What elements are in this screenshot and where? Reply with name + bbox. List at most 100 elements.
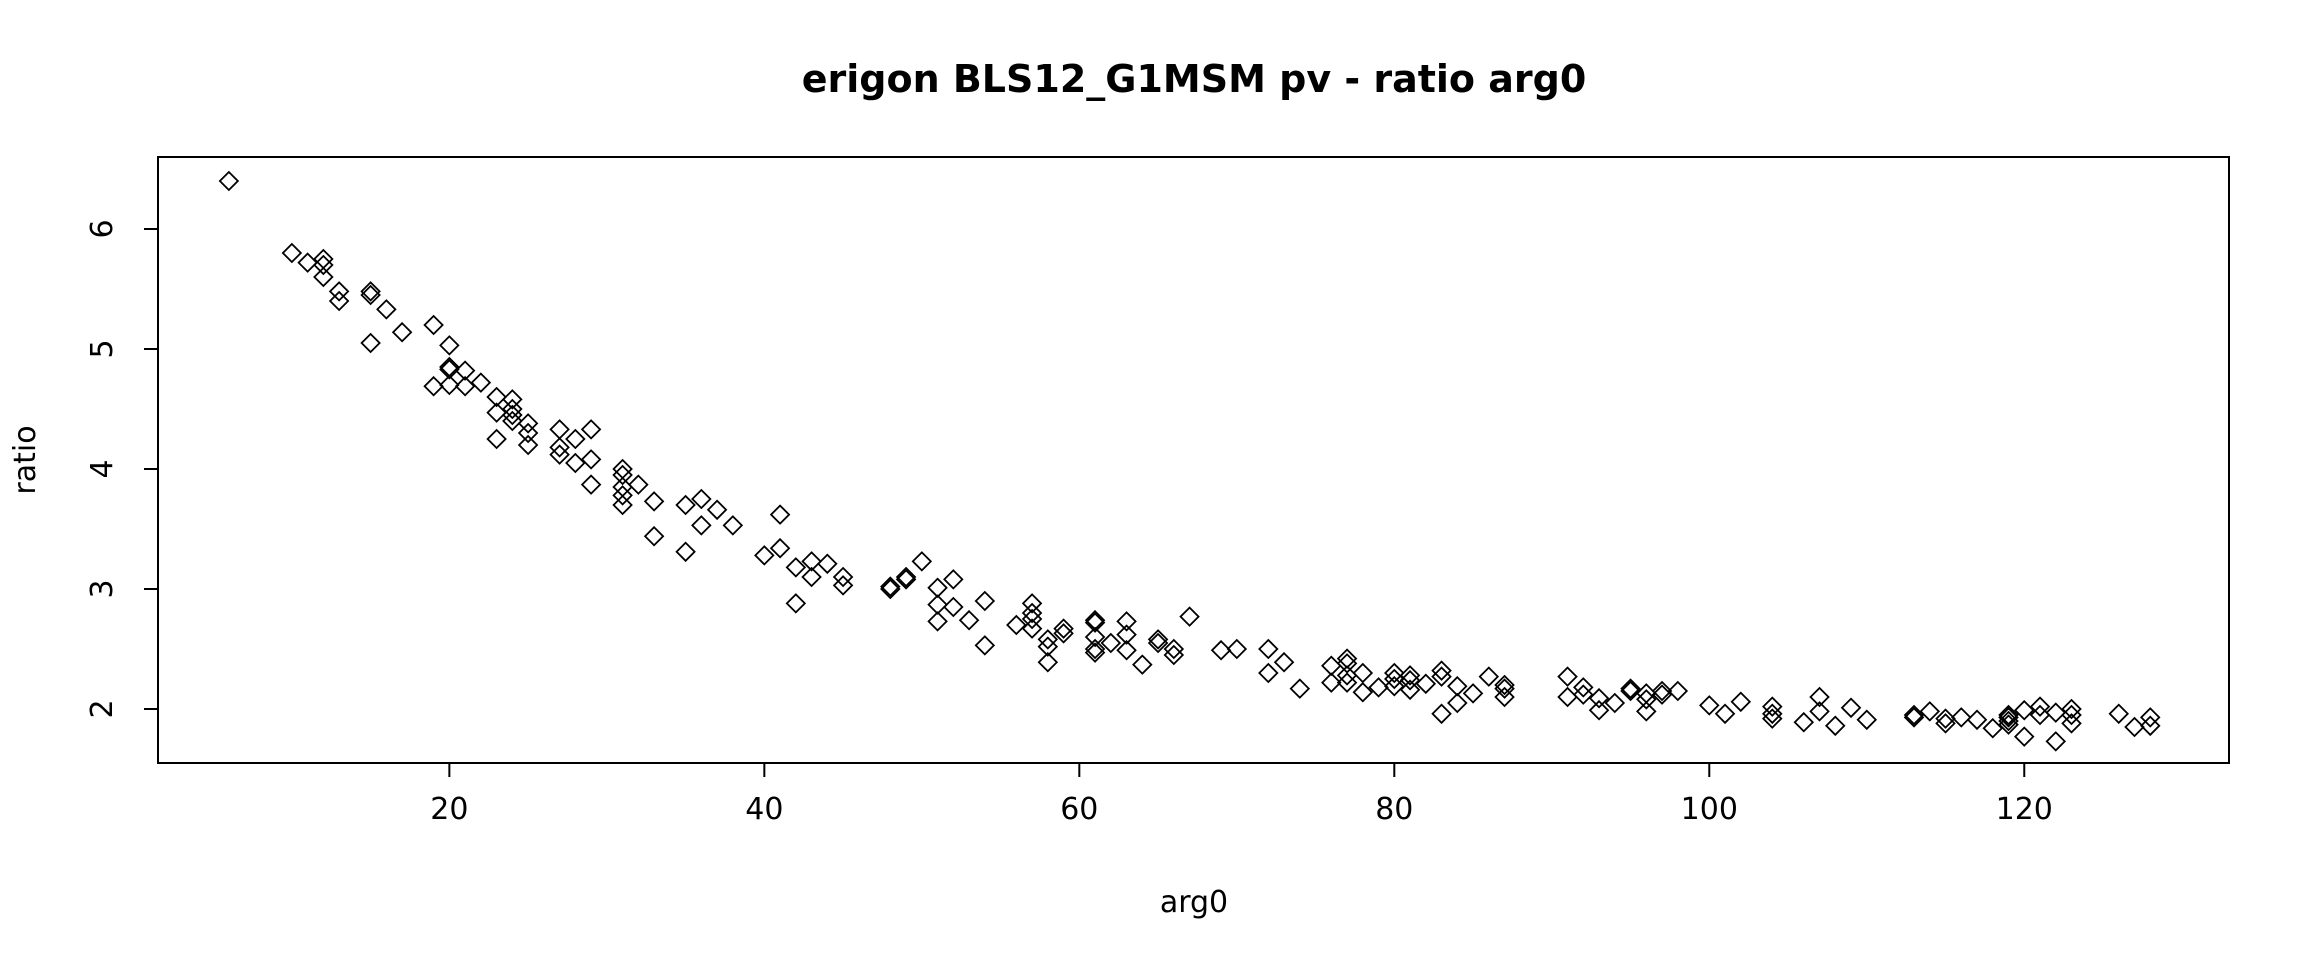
data-point bbox=[549, 437, 570, 458]
data-point bbox=[1762, 703, 1783, 725]
data-point bbox=[313, 248, 334, 270]
data-point bbox=[1321, 672, 1342, 693]
chart-title: erigon BLS12_G1MSM pv - ratio arg0 bbox=[802, 57, 1587, 101]
data-point bbox=[1494, 678, 1515, 699]
data-point bbox=[1447, 692, 1468, 714]
data-point bbox=[1132, 654, 1153, 675]
data-point bbox=[1006, 614, 1027, 636]
data-point bbox=[2139, 707, 2161, 728]
data-point bbox=[1636, 689, 1657, 710]
data-point bbox=[502, 410, 523, 432]
y-axis-label: ratio bbox=[8, 425, 43, 494]
data-points bbox=[218, 170, 2161, 752]
data-point bbox=[313, 266, 334, 288]
data-point bbox=[754, 545, 775, 566]
data-point bbox=[1399, 665, 1421, 686]
data-point bbox=[801, 551, 822, 572]
data-point bbox=[439, 335, 460, 356]
data-point bbox=[1289, 678, 1311, 699]
data-point bbox=[1053, 623, 1074, 644]
data-point bbox=[2045, 702, 2067, 723]
data-point bbox=[1588, 699, 1610, 721]
data-point bbox=[1037, 651, 1059, 673]
data-point bbox=[2124, 716, 2145, 738]
data-point bbox=[1809, 701, 1830, 722]
y-tick-label: 5 bbox=[85, 339, 120, 358]
y-tick-label: 4 bbox=[85, 459, 120, 478]
data-point bbox=[643, 491, 665, 512]
data-point bbox=[1919, 701, 1941, 722]
data-point bbox=[1258, 662, 1279, 684]
data-point bbox=[1352, 681, 1374, 703]
data-point bbox=[1557, 666, 1578, 687]
data-point bbox=[1636, 683, 1657, 704]
data-point bbox=[974, 635, 996, 656]
y-axis: 2 3 4 5 6 bbox=[85, 219, 159, 719]
data-point bbox=[958, 609, 980, 631]
data-point bbox=[691, 515, 712, 536]
data-point bbox=[1384, 668, 1405, 690]
data-point bbox=[517, 413, 539, 434]
data-point bbox=[675, 541, 696, 563]
data-point bbox=[1998, 704, 2019, 726]
data-point bbox=[517, 422, 539, 444]
data-point bbox=[580, 474, 602, 495]
data-point bbox=[1998, 707, 2019, 728]
data-point bbox=[580, 449, 602, 470]
data-point bbox=[1856, 709, 1878, 731]
data-point bbox=[1084, 638, 1106, 660]
data-point bbox=[360, 284, 381, 306]
data-point bbox=[612, 464, 633, 486]
data-point bbox=[2013, 726, 2035, 747]
data-point bbox=[470, 372, 492, 393]
data-point bbox=[1210, 639, 1232, 661]
data-point bbox=[817, 553, 838, 575]
data-point bbox=[1116, 639, 1137, 661]
data-point bbox=[1100, 632, 1122, 654]
data-point bbox=[1021, 593, 1043, 614]
data-point bbox=[1573, 677, 1594, 698]
data-point bbox=[486, 428, 507, 450]
data-point bbox=[1840, 697, 1862, 719]
data-point bbox=[486, 402, 507, 423]
data-point bbox=[376, 299, 397, 320]
data-point bbox=[1037, 629, 1059, 650]
data-point bbox=[565, 428, 586, 450]
data-point bbox=[1084, 612, 1106, 633]
data-point bbox=[895, 569, 917, 590]
data-point bbox=[297, 252, 318, 273]
data-point bbox=[1163, 638, 1185, 660]
data-point bbox=[880, 576, 901, 597]
data-point bbox=[1651, 684, 1673, 705]
data-point bbox=[1935, 708, 1956, 729]
y-tick-label: 3 bbox=[85, 579, 120, 598]
x-tick-label: 20 bbox=[430, 792, 468, 827]
data-point bbox=[1336, 672, 1358, 693]
data-point bbox=[1982, 717, 2004, 739]
data-point bbox=[612, 494, 633, 516]
data-point bbox=[1384, 662, 1405, 684]
data-point bbox=[880, 578, 901, 600]
data-point bbox=[439, 359, 460, 380]
data-point bbox=[1179, 606, 1200, 627]
data-point bbox=[1399, 679, 1421, 701]
data-point bbox=[1793, 711, 1815, 733]
data-point bbox=[328, 281, 350, 302]
data-point bbox=[1336, 665, 1358, 686]
data-point bbox=[454, 360, 476, 381]
data-point bbox=[439, 374, 460, 396]
data-point bbox=[2029, 696, 2051, 717]
data-point bbox=[628, 474, 649, 495]
data-point bbox=[580, 419, 602, 440]
data-point bbox=[423, 375, 444, 397]
y-tick-label: 6 bbox=[85, 219, 120, 238]
data-point bbox=[360, 281, 381, 302]
data-point bbox=[691, 488, 712, 510]
data-point bbox=[1273, 651, 1295, 673]
data-point bbox=[927, 594, 948, 615]
data-point bbox=[1588, 687, 1610, 709]
data-point bbox=[943, 569, 964, 590]
x-axis: 20 40 60 80 100 120 bbox=[430, 762, 2053, 827]
data-point bbox=[218, 170, 240, 192]
